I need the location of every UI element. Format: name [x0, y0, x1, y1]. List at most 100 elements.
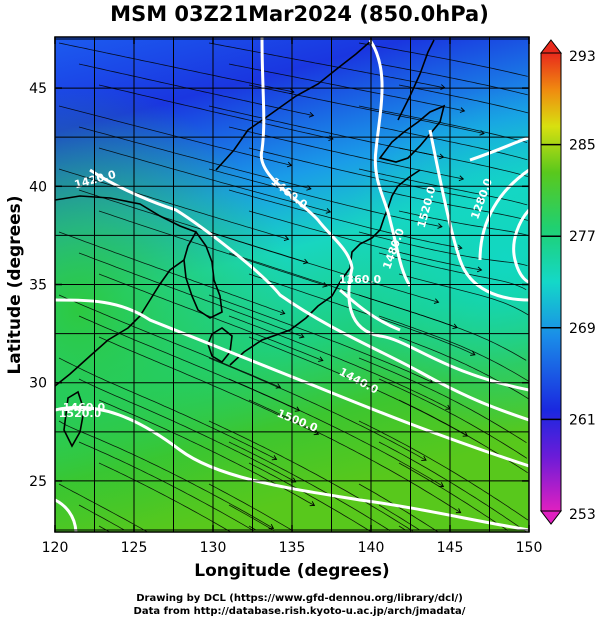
streamline — [98, 336, 319, 435]
contour-line — [339, 288, 401, 332]
coastline-sakhalin — [397, 39, 435, 121]
streamline-arrow — [459, 107, 466, 113]
contour-line — [55, 405, 529, 532]
streamline — [78, 504, 125, 531]
x-axis-label: Longitude (degrees) — [194, 561, 389, 581]
y-tick-label: 45 — [29, 81, 47, 97]
streamline-arrow — [283, 235, 290, 241]
coastline-hokkaido — [378, 104, 446, 163]
streamline — [248, 210, 482, 271]
streamline — [208, 231, 439, 303]
streamline — [398, 210, 529, 236]
contour-line — [89, 168, 529, 422]
streamline-arrow — [271, 455, 278, 461]
streamline — [358, 420, 529, 521]
contour-line — [512, 208, 529, 284]
x-tick-label: 140 — [358, 540, 385, 556]
streamline-arrow — [290, 477, 297, 483]
streamline — [398, 147, 528, 177]
streamline-arrow — [275, 383, 282, 389]
streamline — [228, 378, 444, 487]
streamline — [378, 63, 528, 96]
streamline — [358, 42, 528, 77]
streamline — [58, 483, 148, 532]
streamline-arrow — [279, 309, 286, 316]
colorbar-scale — [540, 52, 562, 512]
x-tick-label: 150 — [516, 540, 543, 556]
streamline — [378, 441, 527, 532]
streamline — [358, 294, 527, 361]
streamline — [398, 84, 529, 114]
y-tick-label: 35 — [29, 278, 47, 294]
colorbar-top-arrow — [539, 39, 563, 54]
streamline — [358, 357, 527, 444]
colorbar-ticks: 253 261 269 277 285 293 — [541, 49, 596, 523]
x-tick-label: 120 — [42, 540, 69, 556]
streamline — [208, 420, 414, 532]
credit-drawing: Drawing by DCL (https://www.gfd-dennou.o… — [136, 593, 463, 604]
streamline-arrow — [455, 508, 462, 514]
colorbar-tick-label: 253 — [569, 507, 596, 523]
colorbar-tick-label: 261 — [569, 412, 596, 428]
contour-line — [55, 298, 529, 468]
streamline — [58, 42, 294, 93]
streamline — [378, 252, 527, 291]
streamline-arrow — [433, 298, 440, 304]
streamline — [208, 483, 294, 532]
streamline-arrow — [470, 350, 476, 356]
streamline — [248, 399, 461, 514]
streamline — [208, 294, 433, 383]
contour-label: 1520.0 — [59, 407, 102, 420]
y-tick-label: 30 — [29, 376, 47, 392]
y-tick-label: 25 — [29, 474, 47, 490]
colorbar: 253 261 269 277 285 293 — [539, 39, 596, 525]
streamline — [378, 189, 528, 221]
streamline — [378, 504, 421, 531]
streamline-arrow — [478, 196, 485, 203]
x-tick-label: 145 — [437, 540, 464, 556]
streamline — [358, 105, 528, 143]
streamline — [358, 231, 528, 267]
colorbar-tick-label: 277 — [569, 229, 596, 245]
contour-line — [478, 168, 529, 261]
streamline-arrow — [318, 356, 324, 362]
streamline-arrow — [322, 282, 328, 288]
chart-title: MSM 03Z21Mar2024 (850.0hPa) — [110, 2, 489, 26]
streamline — [78, 441, 254, 532]
streamline-arrow — [309, 501, 316, 507]
streamline — [58, 294, 281, 388]
y-tick-label: 40 — [29, 179, 47, 195]
x-tick-label: 135 — [279, 540, 306, 556]
streamline — [58, 231, 285, 314]
colorbar-tick-label: 269 — [569, 321, 596, 337]
x-tick-label: 130 — [200, 540, 227, 556]
contour-line — [368, 39, 412, 287]
streamline — [248, 84, 485, 134]
streamline — [248, 273, 476, 356]
colorbar-bottom-arrow — [539, 510, 563, 525]
credits: Drawing by DCL (https://www.gfd-dennou.o… — [0, 592, 599, 618]
x-tick-label: 125 — [121, 540, 148, 556]
x-axis-ticks: 120 125 130 135 140 145 150 — [42, 37, 543, 556]
streamline — [228, 504, 275, 532]
streamline — [98, 525, 110, 532]
streamline — [78, 63, 314, 116]
streamline — [208, 42, 445, 89]
colorbar-tick-label: 293 — [569, 49, 596, 65]
streamline-arrow — [457, 244, 463, 251]
streamline — [228, 315, 451, 410]
coastline-russia — [215, 39, 373, 171]
streamline — [78, 378, 296, 483]
streamline-arrow — [437, 223, 443, 229]
contour-line — [469, 136, 529, 162]
streamline — [208, 168, 442, 228]
streamline — [58, 420, 274, 529]
streamline — [208, 357, 427, 461]
streamline-arrow — [325, 208, 332, 214]
streamline — [228, 126, 464, 180]
streamline-arrow — [458, 175, 465, 182]
streamline-arrow — [308, 111, 315, 118]
contour-lines — [55, 37, 529, 532]
streamline — [228, 63, 465, 112]
